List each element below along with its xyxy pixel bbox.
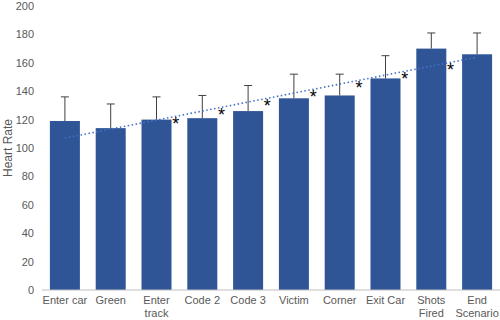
- error-bar-stem: [64, 97, 65, 121]
- error-bar: [153, 97, 161, 120]
- y-tick: [39, 290, 42, 291]
- y-tick: [39, 6, 42, 7]
- error-bar-stem: [110, 104, 111, 128]
- error-bar-cap: [427, 32, 435, 33]
- x-tick-label: Code 2: [185, 294, 220, 306]
- error-bar-stem: [202, 95, 203, 118]
- x-tick-label: Code 3: [230, 294, 265, 306]
- chart: 0 20 40 60 80 100 120 140 160 180 200 Heart Rate * * *…: [0, 0, 500, 320]
- y-tick: [39, 91, 42, 92]
- error-bar-cap: [198, 95, 206, 96]
- y-tick-label: 80: [22, 170, 34, 182]
- error-bar-stem: [477, 33, 478, 54]
- bar: [325, 95, 355, 290]
- y-tick: [39, 261, 42, 262]
- y-tick-label: 140: [16, 85, 34, 97]
- significance-marker: *: [172, 114, 179, 134]
- y-tick-label: 20: [22, 256, 34, 268]
- y-tick-label: 40: [22, 227, 34, 239]
- error-bar-stem: [431, 33, 432, 49]
- error-bar-cap: [153, 96, 161, 97]
- y-tick-label: 60: [22, 199, 34, 211]
- error-bar-cap: [336, 74, 344, 75]
- significance-marker: *: [447, 60, 454, 80]
- y-tick: [39, 233, 42, 234]
- error-bar: [198, 95, 206, 118]
- bar: [279, 98, 309, 290]
- error-bar-cap: [382, 55, 390, 56]
- significance-marker: *: [218, 105, 225, 125]
- bar: [187, 118, 217, 290]
- error-bar: [61, 97, 69, 121]
- x-tick-label: ShotsFired: [417, 294, 446, 319]
- x-tick-label: EndScenario: [455, 294, 498, 319]
- y-tick-label: 160: [16, 57, 34, 69]
- significance-marker: *: [355, 78, 362, 98]
- y-tick-label: 0: [28, 284, 34, 296]
- x-axis: [42, 290, 500, 291]
- error-bar-cap: [61, 96, 69, 97]
- error-bar-cap: [473, 32, 481, 33]
- bar: [233, 111, 263, 290]
- error-bar-stem: [248, 86, 249, 112]
- x-tick-label: Entertrack: [143, 294, 170, 319]
- error-bar-stem: [385, 56, 386, 79]
- bar: [50, 121, 80, 290]
- error-bar-stem: [156, 97, 157, 120]
- error-bar-cap: [244, 85, 252, 86]
- error-bar-stem: [293, 74, 294, 98]
- y-tick: [39, 34, 42, 35]
- error-bar-cap: [107, 103, 115, 104]
- significance-marker: *: [264, 96, 271, 116]
- bar: [142, 120, 172, 290]
- error-bar: [473, 33, 481, 54]
- x-tick-label: Green: [95, 294, 126, 306]
- plot-area: [50, 33, 492, 290]
- x-tick-label: Victim: [279, 294, 309, 306]
- y-tick: [39, 148, 42, 149]
- y-tick: [39, 119, 42, 120]
- bar: [371, 78, 401, 290]
- bar: [96, 128, 126, 290]
- error-bar: [244, 86, 252, 112]
- y-tick-label: 120: [16, 114, 34, 126]
- trend-line: [65, 57, 477, 138]
- bar: [462, 54, 492, 290]
- significance-marker: *: [310, 87, 317, 107]
- y-tick: [39, 204, 42, 205]
- bar: [416, 49, 446, 290]
- error-bar-cap: [290, 74, 298, 75]
- error-bar: [427, 33, 435, 49]
- y-axis-label: Heart Rate: [1, 119, 15, 177]
- y-tick: [39, 62, 42, 63]
- x-tick-label: Enter car: [43, 294, 88, 306]
- y-tick: [39, 176, 42, 177]
- y-tick-label: 100: [16, 142, 34, 154]
- error-bar: [107, 104, 115, 128]
- x-tick-label: Corner: [323, 294, 357, 306]
- x-tick-label: Exit Car: [366, 294, 405, 306]
- error-bar: [290, 74, 298, 98]
- y-tick-label: 180: [16, 28, 34, 40]
- significance-marker: *: [401, 69, 408, 89]
- y-tick-label: 200: [16, 0, 34, 12]
